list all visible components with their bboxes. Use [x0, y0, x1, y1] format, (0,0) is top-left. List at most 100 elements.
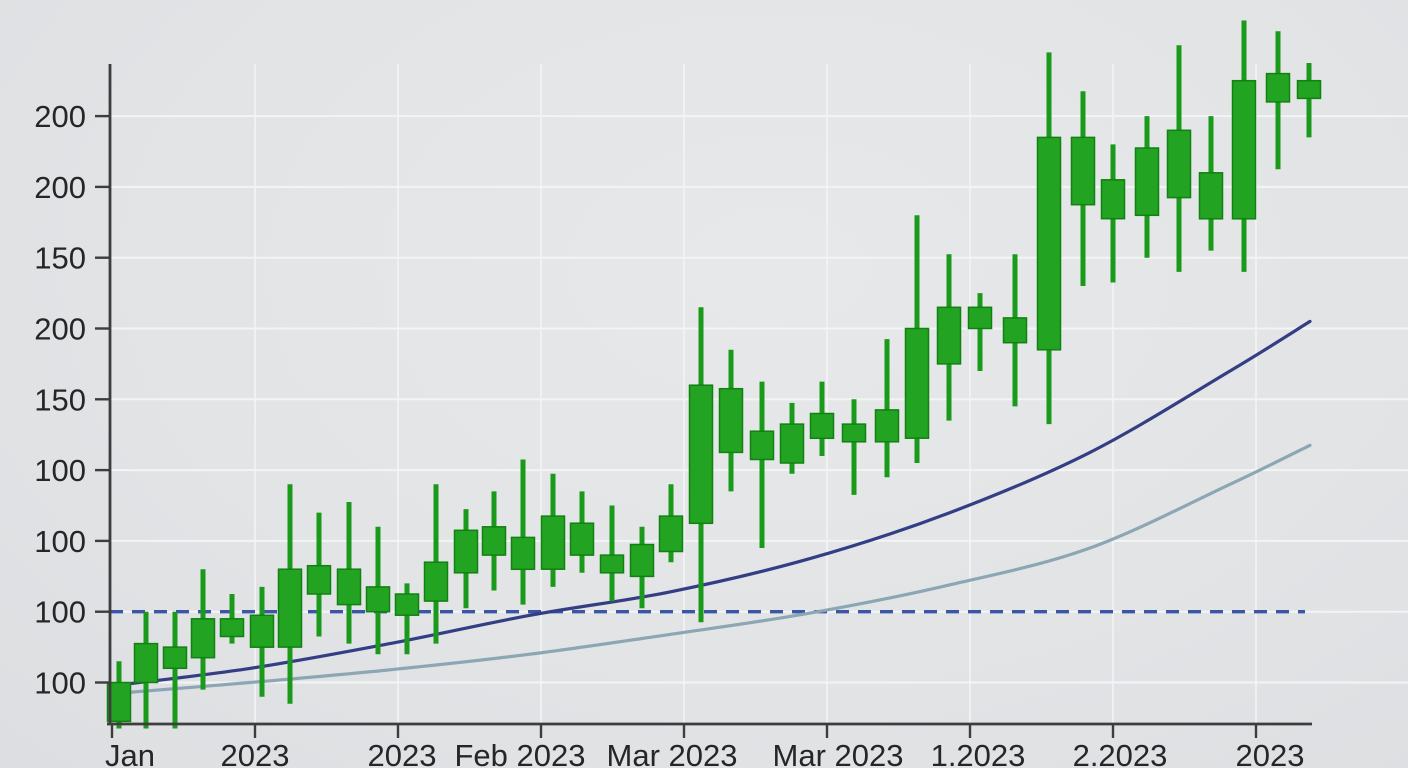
candle: [658, 484, 684, 563]
candle: [190, 569, 216, 690]
x-tick-label: 2023: [1236, 738, 1305, 768]
candle-body: [599, 554, 625, 574]
y-tick-label: 100: [34, 666, 86, 701]
candle: [904, 215, 930, 463]
candle-body: [1198, 172, 1224, 220]
candle-body: [904, 327, 930, 439]
candle-body: [1002, 317, 1028, 344]
candle: [1002, 254, 1028, 407]
candle-body: [190, 618, 216, 659]
candle-body: [718, 387, 744, 454]
x-tick-label: Mar 2023: [607, 738, 738, 768]
y-tick-label: 150: [34, 382, 86, 417]
candle-body: [688, 384, 714, 525]
candle: [1100, 144, 1126, 283]
candle: [249, 586, 275, 697]
candle: [1231, 20, 1257, 272]
tick-labels-layer: 200 200 150 200 150 100 100 100 100 Jan 2023 2023 Fe…: [34, 99, 1304, 768]
y-tick-label: 200: [34, 170, 86, 205]
candle: [1296, 63, 1322, 138]
candle-body: [936, 306, 962, 365]
x-tick-label: Jan: [105, 738, 155, 768]
candle-body: [1100, 179, 1126, 220]
candle: [336, 502, 362, 644]
candle-body: [481, 526, 507, 556]
candle: [874, 339, 900, 478]
overlay-curves-layer: [108, 319, 1312, 696]
candle-body: [1265, 72, 1291, 103]
candle-body: [277, 568, 303, 648]
candle: [1134, 116, 1160, 258]
candle-body: [249, 614, 275, 648]
candle: [277, 484, 303, 704]
candle-body: [1296, 79, 1322, 100]
candle-body: [1231, 79, 1257, 220]
candles-layer: [106, 20, 1322, 729]
candle: [1265, 31, 1291, 170]
y-tick-label: 200: [34, 99, 86, 134]
y-tick-label: 100: [34, 453, 86, 488]
candle-body: [569, 522, 595, 556]
candle: [106, 661, 132, 729]
candle: [481, 491, 507, 591]
candle: [453, 509, 479, 609]
candle: [749, 381, 775, 548]
candle: [394, 583, 420, 655]
candle-body: [453, 529, 479, 574]
x-tick-label: Feb 2023: [455, 738, 586, 768]
x-tick-label: 1.2023: [931, 738, 1026, 768]
candle: [133, 611, 159, 729]
candle-body: [1036, 136, 1062, 351]
candle: [629, 526, 655, 609]
x-tick-label: 2023: [368, 738, 437, 768]
candle: [423, 484, 449, 644]
candle-body: [219, 618, 245, 638]
candle-body: [510, 536, 536, 571]
candle: [967, 293, 993, 371]
grid-layer: [110, 64, 1408, 724]
candle-body: [162, 646, 188, 670]
candle-body: [749, 430, 775, 461]
candle-body: [365, 586, 391, 613]
x-tick-label: 2023: [221, 738, 290, 768]
candle-body: [306, 564, 332, 595]
y-tick-label: 150: [34, 241, 86, 276]
candle-body: [1134, 147, 1160, 217]
light-blue-curve: [108, 443, 1312, 696]
candle: [510, 459, 536, 605]
candle: [365, 526, 391, 655]
y-tick-label: 100: [34, 524, 86, 559]
candle: [306, 512, 332, 637]
candle-body: [336, 568, 362, 606]
candle-body: [394, 593, 420, 616]
x-tick-label: Mar 2023: [773, 738, 904, 768]
candle: [809, 381, 835, 456]
candle-body: [874, 409, 900, 443]
candle: [936, 254, 962, 421]
x-tick-label: 2.2023: [1073, 738, 1168, 768]
candle-body: [809, 412, 835, 440]
candle-body: [629, 543, 655, 578]
candle-body: [423, 561, 449, 602]
axes-layer: [95, 64, 1312, 738]
candle: [1036, 52, 1062, 425]
candle: [1198, 116, 1224, 251]
candle-body: [133, 642, 159, 684]
candle-body: [106, 681, 132, 723]
candle-body: [967, 306, 993, 330]
candle-body: [779, 423, 805, 464]
candle: [162, 611, 188, 729]
candle: [688, 307, 714, 623]
candle: [779, 402, 805, 474]
candle-body: [658, 515, 684, 553]
candle-body: [540, 515, 566, 570]
candle: [599, 505, 625, 602]
candle: [718, 349, 744, 492]
y-tick-label: 100: [34, 595, 86, 630]
candle: [569, 491, 595, 573]
y-tick-label: 200: [34, 312, 86, 347]
candle: [841, 399, 867, 495]
candle: [1166, 45, 1192, 272]
